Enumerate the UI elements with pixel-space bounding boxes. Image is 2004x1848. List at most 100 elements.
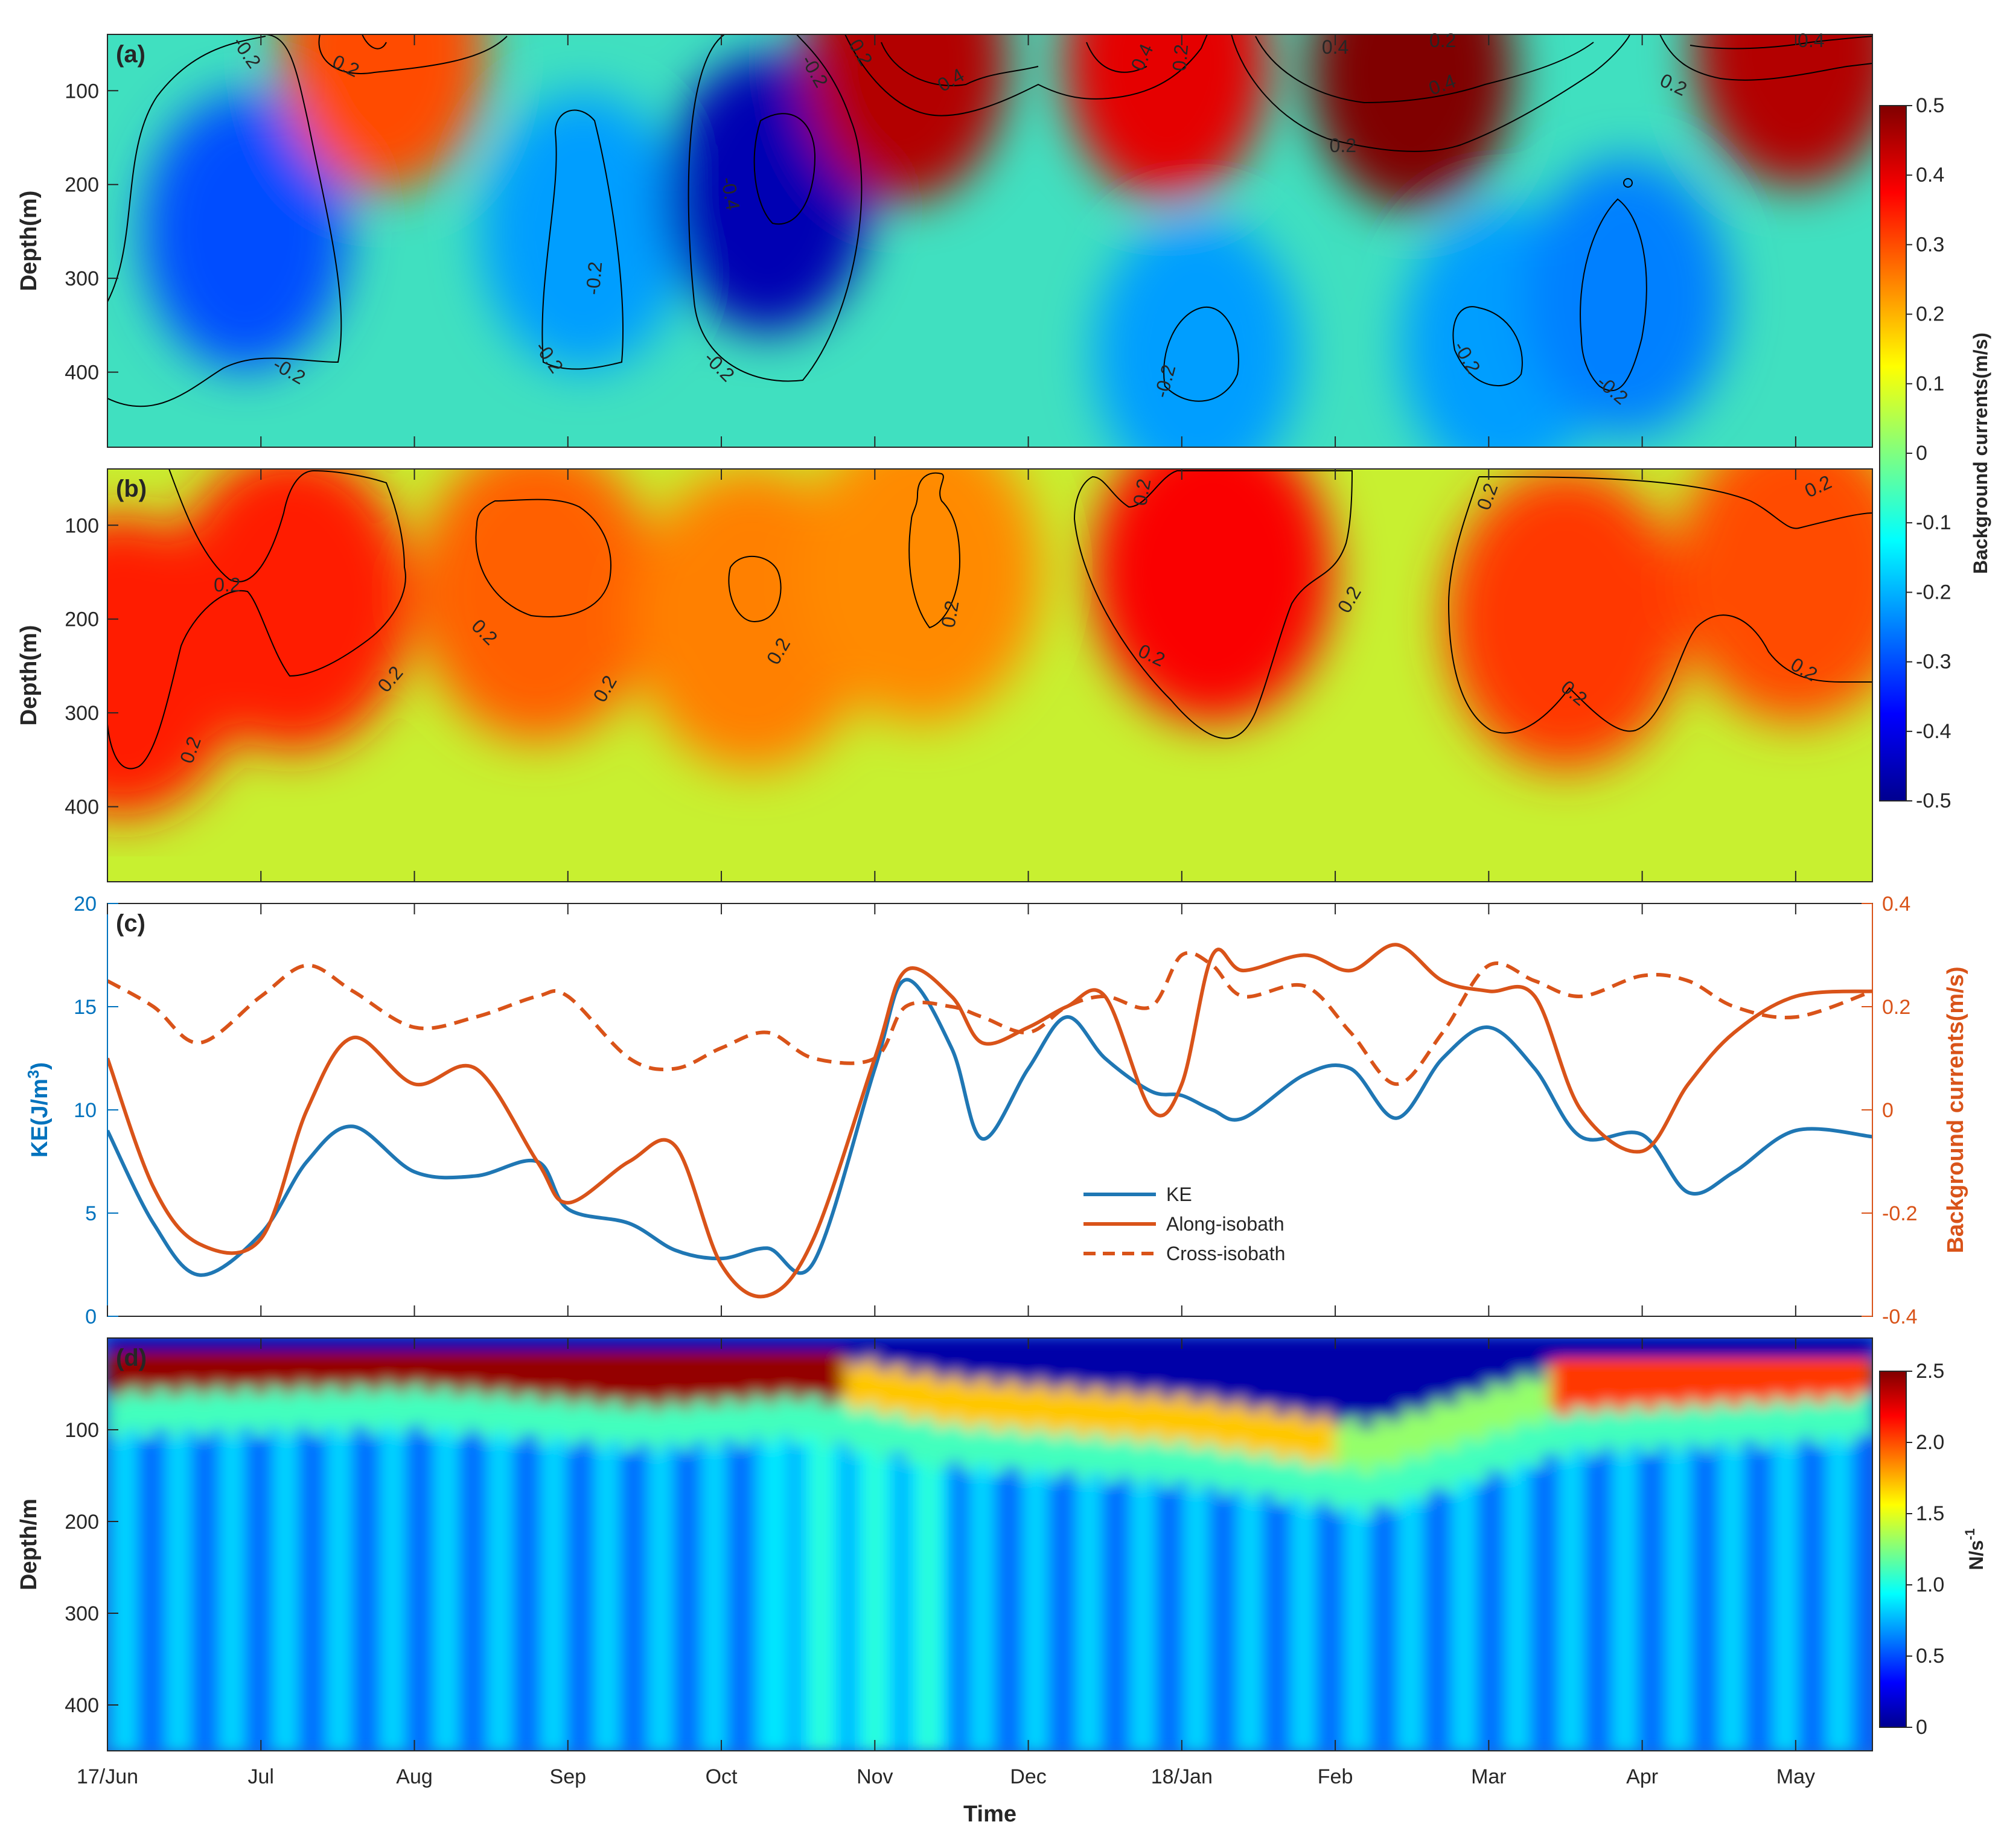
heat-feature — [1094, 214, 1300, 447]
panel-a-y-axis-title: Depth(m) — [16, 191, 42, 292]
contour-line — [318, 34, 508, 74]
panel-c-background — [107, 903, 1872, 1316]
panel-d-heatmap: (d) — [107, 1337, 1873, 1751]
heat-feature — [800, 469, 1042, 723]
ke-tick-label: 20 — [74, 893, 97, 916]
contour-line — [1478, 476, 1872, 529]
colorbar-tick-label: 0.4 — [1916, 164, 1944, 186]
heat-feature — [480, 92, 686, 371]
heat-feature — [142, 92, 348, 371]
heat-feature — [1091, 469, 1333, 723]
contour-label: 0.4 — [1798, 30, 1824, 51]
current-tick-label: 0 — [1882, 1099, 1894, 1122]
panel-b-heatmap: 0.20.20.20.20.20.20.20.20.20.20.20.20.20… — [107, 468, 1873, 882]
colorbar-tick-label: 0.5 — [1916, 94, 1944, 117]
colorbar-tick-label: 2.0 — [1916, 1431, 1944, 1454]
contour-line — [1690, 36, 1872, 49]
contour-line — [1231, 34, 1630, 152]
contour-label: -0.2 — [582, 261, 607, 296]
heat-feature — [1444, 469, 1686, 770]
heat-feature — [1693, 34, 1872, 188]
ke-tick-label: 10 — [74, 1099, 97, 1122]
contour-line — [1452, 306, 1523, 386]
colorbar-tick-label: 0.5 — [1916, 1645, 1944, 1668]
heat-feature — [1674, 469, 1872, 723]
colorbar-tick-label: -0.5 — [1916, 789, 1951, 812]
panel-a-heatmap: -0.2-0.20.2-0.2-0.2-0.4-0.2-0.20.20.40.4… — [107, 30, 1873, 448]
panel-d-frame — [107, 1337, 1873, 1751]
legend: KE Along-isobath Cross-isobath — [1083, 1184, 1285, 1264]
contour-line — [1659, 34, 1872, 81]
colorbar-buoyancy-label: N/s-1 — [1962, 1528, 1987, 1570]
ke-axis-title: KE(J/m3) — [24, 1062, 53, 1158]
heat-feature — [281, 34, 487, 193]
contour-line — [753, 113, 816, 225]
time-tick-label: Apr — [1626, 1765, 1658, 1788]
panel-d-y-axis-title: Depth/m — [16, 1499, 42, 1590]
current-tick-label: -0.4 — [1882, 1305, 1918, 1328]
contour-label: 0.2 — [1429, 30, 1456, 51]
panel-d-depth-tick: 200 — [65, 1511, 99, 1534]
panel-c-line-chart: 0 5 10 15 20 -0.4 -0.2 0 0.2 0.4 KE(J/m3) Backgroun… — [24, 893, 1968, 1328]
heat-feature — [1064, 34, 1269, 202]
contour-line — [1086, 42, 1147, 73]
legend-ke: KE — [1166, 1184, 1192, 1205]
contour-line — [688, 34, 863, 382]
ke-tick-label: 0 — [85, 1305, 97, 1328]
time-tick-label: Nov — [857, 1765, 893, 1788]
colorbar-tick-label: -0.1 — [1916, 511, 1951, 534]
panel-c-tag: (c) — [116, 910, 145, 937]
colorbar-tick-label: -0.4 — [1916, 720, 1951, 743]
contour-line — [475, 499, 611, 617]
colorbar-tick-label: 0 — [1916, 442, 1927, 465]
currents-axis-title: Background currents(m/s) — [1943, 966, 1968, 1253]
panel-a-tag: (a) — [116, 41, 145, 68]
colorbar-tick-label: 0.2 — [1916, 303, 1944, 326]
panel-b-depth-tick: 400 — [65, 796, 99, 819]
contour-label: 0.2 — [1168, 43, 1192, 72]
panel-a-depth-tick: 400 — [65, 362, 99, 384]
heat-feature — [1309, 34, 1515, 211]
contour-line — [107, 469, 406, 769]
panel-a-depth-tick: 200 — [65, 174, 99, 197]
contour-line — [1580, 198, 1647, 392]
time-tick-label: Mar — [1471, 1765, 1507, 1788]
colorbar-tick-label: 0 — [1916, 1716, 1927, 1739]
series-line-cross-isobath — [107, 951, 1872, 1086]
ke-tick-label: 5 — [85, 1202, 97, 1225]
time-tick-label: 18/Jan — [1151, 1765, 1213, 1788]
heat-feature — [803, 34, 1009, 202]
contour-line — [1073, 470, 1353, 739]
legend-along-isobath: Along-isobath — [1166, 1213, 1284, 1235]
panel-a-depth-tick: 100 — [65, 80, 99, 103]
contour-line — [908, 472, 961, 629]
contour-line — [844, 34, 1208, 116]
panel-a-depth-tick: 300 — [65, 267, 99, 290]
colorbar-tick-label: -0.2 — [1916, 581, 1951, 604]
time-tick-label: Feb — [1318, 1765, 1353, 1788]
colorbar-tick-label: 0.3 — [1916, 233, 1944, 256]
panel-b-tag: (b) — [116, 476, 147, 502]
current-tick-label: -0.2 — [1882, 1202, 1918, 1225]
panel-b-depth-tick: 300 — [65, 702, 99, 725]
contour-line — [1255, 36, 1594, 104]
colorbar-tick-label: 0.1 — [1916, 372, 1944, 395]
panel-d-tag: (d) — [116, 1345, 147, 1371]
colorbar-tick-label: 1.5 — [1916, 1502, 1944, 1525]
heat-feature — [416, 469, 658, 742]
heat-feature — [1524, 158, 1730, 436]
heat-feature — [171, 469, 413, 751]
contour-label: 0.2 — [937, 599, 963, 629]
contour-line — [1447, 476, 1872, 734]
colorbar-tick-label: -0.3 — [1916, 651, 1951, 674]
contour-label: 0.2 — [1330, 135, 1356, 156]
legend-cross-isobath: Cross-isobath — [1166, 1243, 1285, 1264]
contour-line — [1623, 178, 1633, 188]
contour-line — [1163, 306, 1239, 402]
panel-b-frame — [107, 468, 1873, 882]
contour-line — [881, 42, 1039, 86]
x-axis-title: Time — [963, 1802, 1016, 1827]
current-tick-label: 0.4 — [1882, 893, 1910, 916]
contour-line — [107, 36, 266, 302]
